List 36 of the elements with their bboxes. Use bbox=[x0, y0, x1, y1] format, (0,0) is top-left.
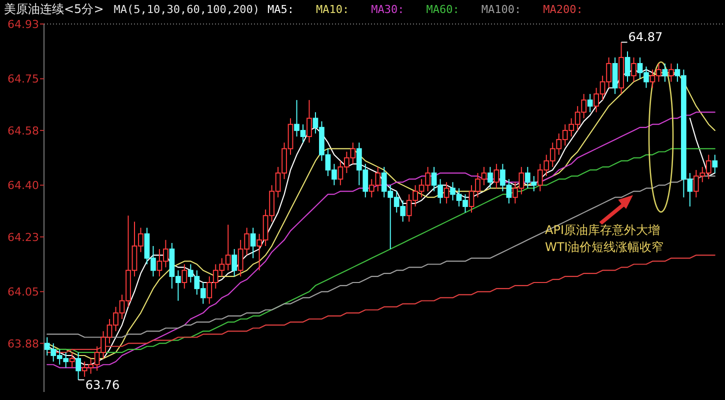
candlestick bbox=[612, 56, 618, 94]
y-tick-label: 64.75 bbox=[8, 72, 39, 86]
candlestick bbox=[182, 264, 188, 290]
annotation: 64.87 bbox=[628, 30, 663, 44]
annotation: API原油库存意外大增 bbox=[545, 223, 660, 237]
candlestick bbox=[662, 63, 668, 82]
y-tick-label: 64.93 bbox=[8, 18, 39, 31]
candlestick bbox=[668, 63, 674, 82]
annotation: 63.76 bbox=[85, 378, 120, 392]
y-tick-label: 64.40 bbox=[8, 179, 39, 192]
y-tick-label: 64.05 bbox=[8, 286, 39, 299]
candlestick bbox=[444, 182, 450, 204]
candlestick bbox=[587, 93, 593, 113]
candlestick bbox=[232, 248, 238, 277]
candlestick bbox=[494, 163, 500, 189]
candlestick bbox=[712, 154, 718, 174]
text: MA30: bbox=[371, 3, 404, 16]
candlestick bbox=[250, 227, 256, 259]
text: MA5: bbox=[267, 3, 294, 16]
candlestick bbox=[306, 100, 312, 144]
candlestick bbox=[624, 50, 630, 82]
candlestick bbox=[69, 352, 75, 368]
candlestick bbox=[76, 352, 82, 380]
chart-title: 美原油连续<5分> bbox=[4, 2, 104, 16]
y-tick-label: 63.88 bbox=[8, 337, 39, 350]
text: MA10: bbox=[316, 3, 350, 16]
candlestick bbox=[488, 166, 493, 189]
text: MA100: bbox=[481, 3, 522, 16]
candlestick bbox=[618, 42, 624, 94]
chart-subtitle: MA(5,10,30,60,100,200) bbox=[114, 3, 260, 16]
text: MA200: bbox=[543, 3, 583, 16]
y-tick-label: 64.58 bbox=[8, 124, 39, 138]
candlestick bbox=[631, 56, 636, 82]
text: MA60: bbox=[426, 3, 460, 16]
annotation: WTI油价短线涨幅收窄 bbox=[545, 240, 664, 254]
y-tick-label: 64.23 bbox=[8, 230, 39, 244]
